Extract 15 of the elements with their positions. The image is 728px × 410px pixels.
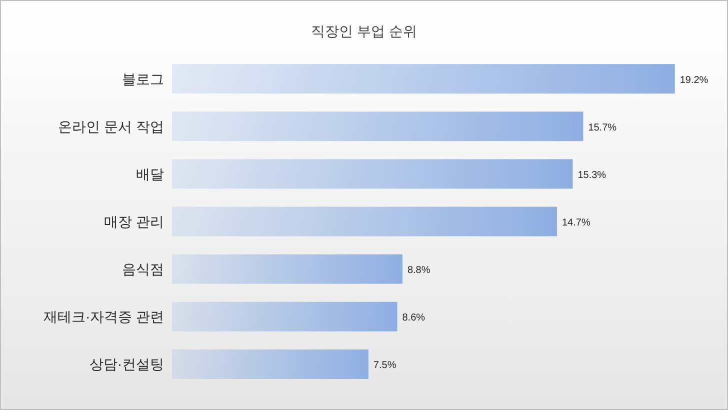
data-label: 19.2% <box>680 74 708 86</box>
category-label: 배달 <box>136 166 164 182</box>
data-label: 15.3% <box>578 170 606 181</box>
category-label: 온라인 문서 작업 <box>58 118 164 134</box>
title: 직장인 부업 순위 <box>311 23 417 39</box>
data-label: 14.7% <box>562 218 590 228</box>
data-label: 7.5% <box>373 360 396 372</box>
category-label: 재테크·자격증 관련 <box>43 308 164 325</box>
category-label: 블로그 <box>122 70 164 87</box>
data-label: 8.8% <box>407 265 430 276</box>
data-label: 15.7% <box>588 122 617 134</box>
category-label: 매장 관리 <box>104 214 164 230</box>
category-label: 음식점 <box>122 261 164 278</box>
data-label: 8.6% <box>402 312 426 324</box>
category-label: 상담·컨설팅 <box>89 356 164 372</box>
